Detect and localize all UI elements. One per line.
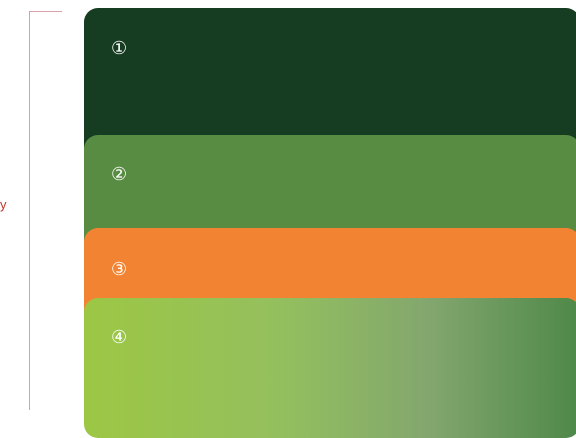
side-label: y (0, 197, 7, 212)
layer-3-label: ③ (111, 259, 128, 279)
bracket-vertical-line (29, 11, 30, 410)
layer-1-label: ① (111, 38, 128, 58)
layer-4: ④ (84, 298, 576, 438)
bracket-top-line (29, 11, 62, 12)
layer-4-label: ④ (111, 327, 128, 347)
layer-2-label: ② (111, 164, 128, 184)
